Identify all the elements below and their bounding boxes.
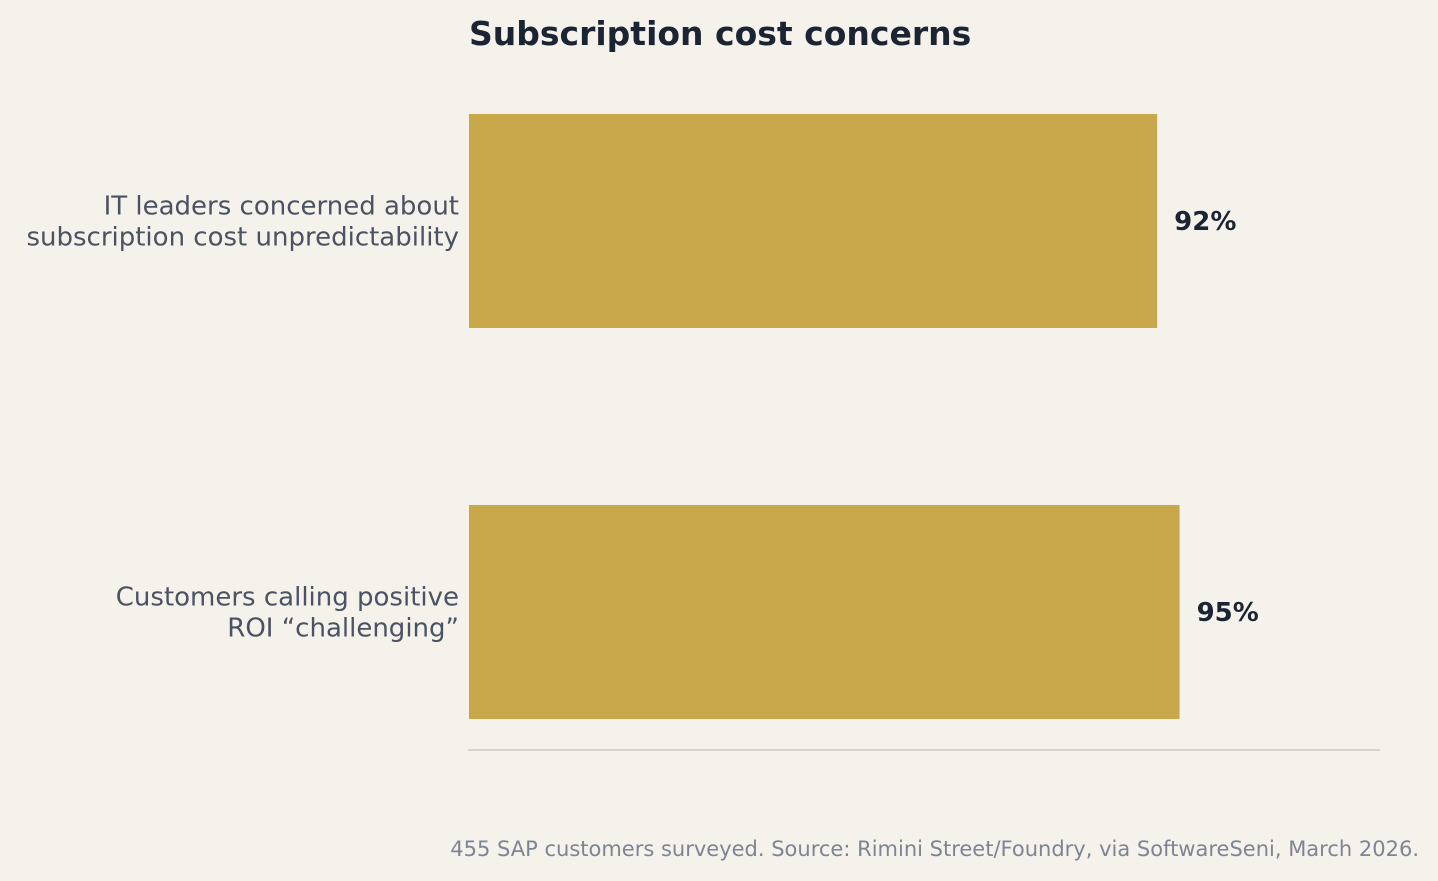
category-label-1: Customers calling positive ROI “challengi… xyxy=(116,583,459,644)
category-label-line: subscription cost unpredictability xyxy=(26,223,459,253)
bars-layer: 92% IT leaders concerned about subscriptio… xyxy=(26,114,1259,719)
category-label-line: Customers calling positive xyxy=(116,583,459,613)
bar-0 xyxy=(469,114,1158,328)
value-label-0: 92% xyxy=(1174,207,1236,237)
category-label-line: IT leaders concerned about xyxy=(104,192,459,222)
source-footnote: 455 SAP customers surveyed. Source: Rimi… xyxy=(450,837,1419,861)
chart-title: Subscription cost concerns xyxy=(469,14,971,53)
category-label-0: IT leaders concerned about subscription c… xyxy=(26,192,459,253)
category-label-line: ROI “challenging” xyxy=(227,614,459,644)
bar-1 xyxy=(469,505,1180,719)
value-label-1: 95% xyxy=(1197,598,1259,628)
